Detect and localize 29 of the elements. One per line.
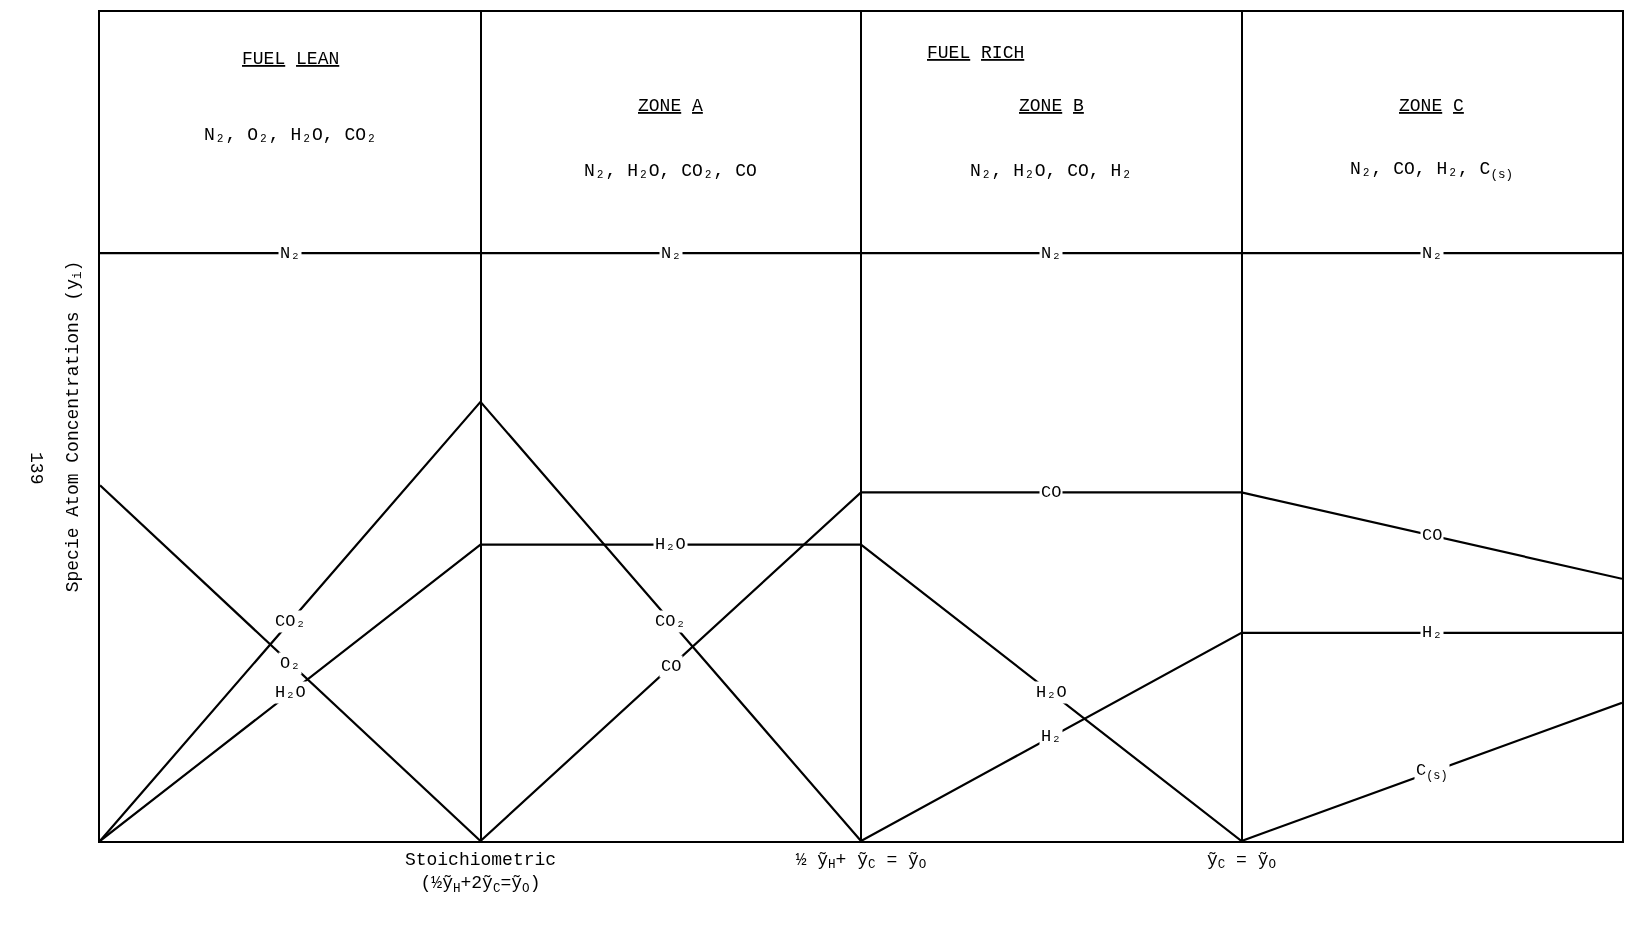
series-label: H₂: [1422, 623, 1443, 642]
text: CO: [1422, 526, 1443, 545]
text: N₂, O₂, H₂O, CO₂: [204, 125, 377, 145]
text: H₂O: [1036, 683, 1067, 702]
series-label: C$_{(s)}$: [1416, 761, 1448, 783]
text: CO₂: [655, 612, 686, 631]
text: 139: [25, 452, 46, 485]
x-tick-label: ½ ỹ$_{H}$+ ỹ$_{C}$ = ỹ$_{O}$: [795, 849, 927, 873]
x-tick-label: Stoichiometric (½ỹ$_{H}$+2ỹ$_{C}$=ỹ$_{O}$): [404, 849, 557, 896]
text: N₂, CO, H₂, C$_{(s)}$: [1350, 159, 1514, 182]
series-label: O₂: [280, 654, 301, 673]
text: ZONE A: [638, 96, 704, 116]
text: CO: [1041, 483, 1062, 502]
text: H₂: [1041, 727, 1062, 746]
text: ZONE C: [1399, 96, 1465, 116]
text: N₂, H₂O, CO₂, CO: [584, 161, 757, 181]
text: N₂: [1422, 244, 1443, 263]
text: N₂: [1041, 244, 1062, 263]
x-tick-label: ỹ$_{C}$ = ỹ$_{O}$: [1206, 849, 1277, 873]
series-label: H₂O: [655, 535, 686, 554]
text: N₂: [661, 244, 682, 263]
text: N₂, H₂O, CO, H₂: [970, 161, 1133, 181]
text: FUEL LEAN: [242, 49, 340, 69]
text: FUEL RICH: [927, 43, 1025, 63]
series-label: CO: [661, 657, 682, 676]
series-label: N₂: [280, 244, 301, 263]
text: H₂O: [275, 683, 306, 702]
text: ZONE B: [1019, 96, 1085, 116]
series-label: CO₂: [275, 612, 306, 631]
